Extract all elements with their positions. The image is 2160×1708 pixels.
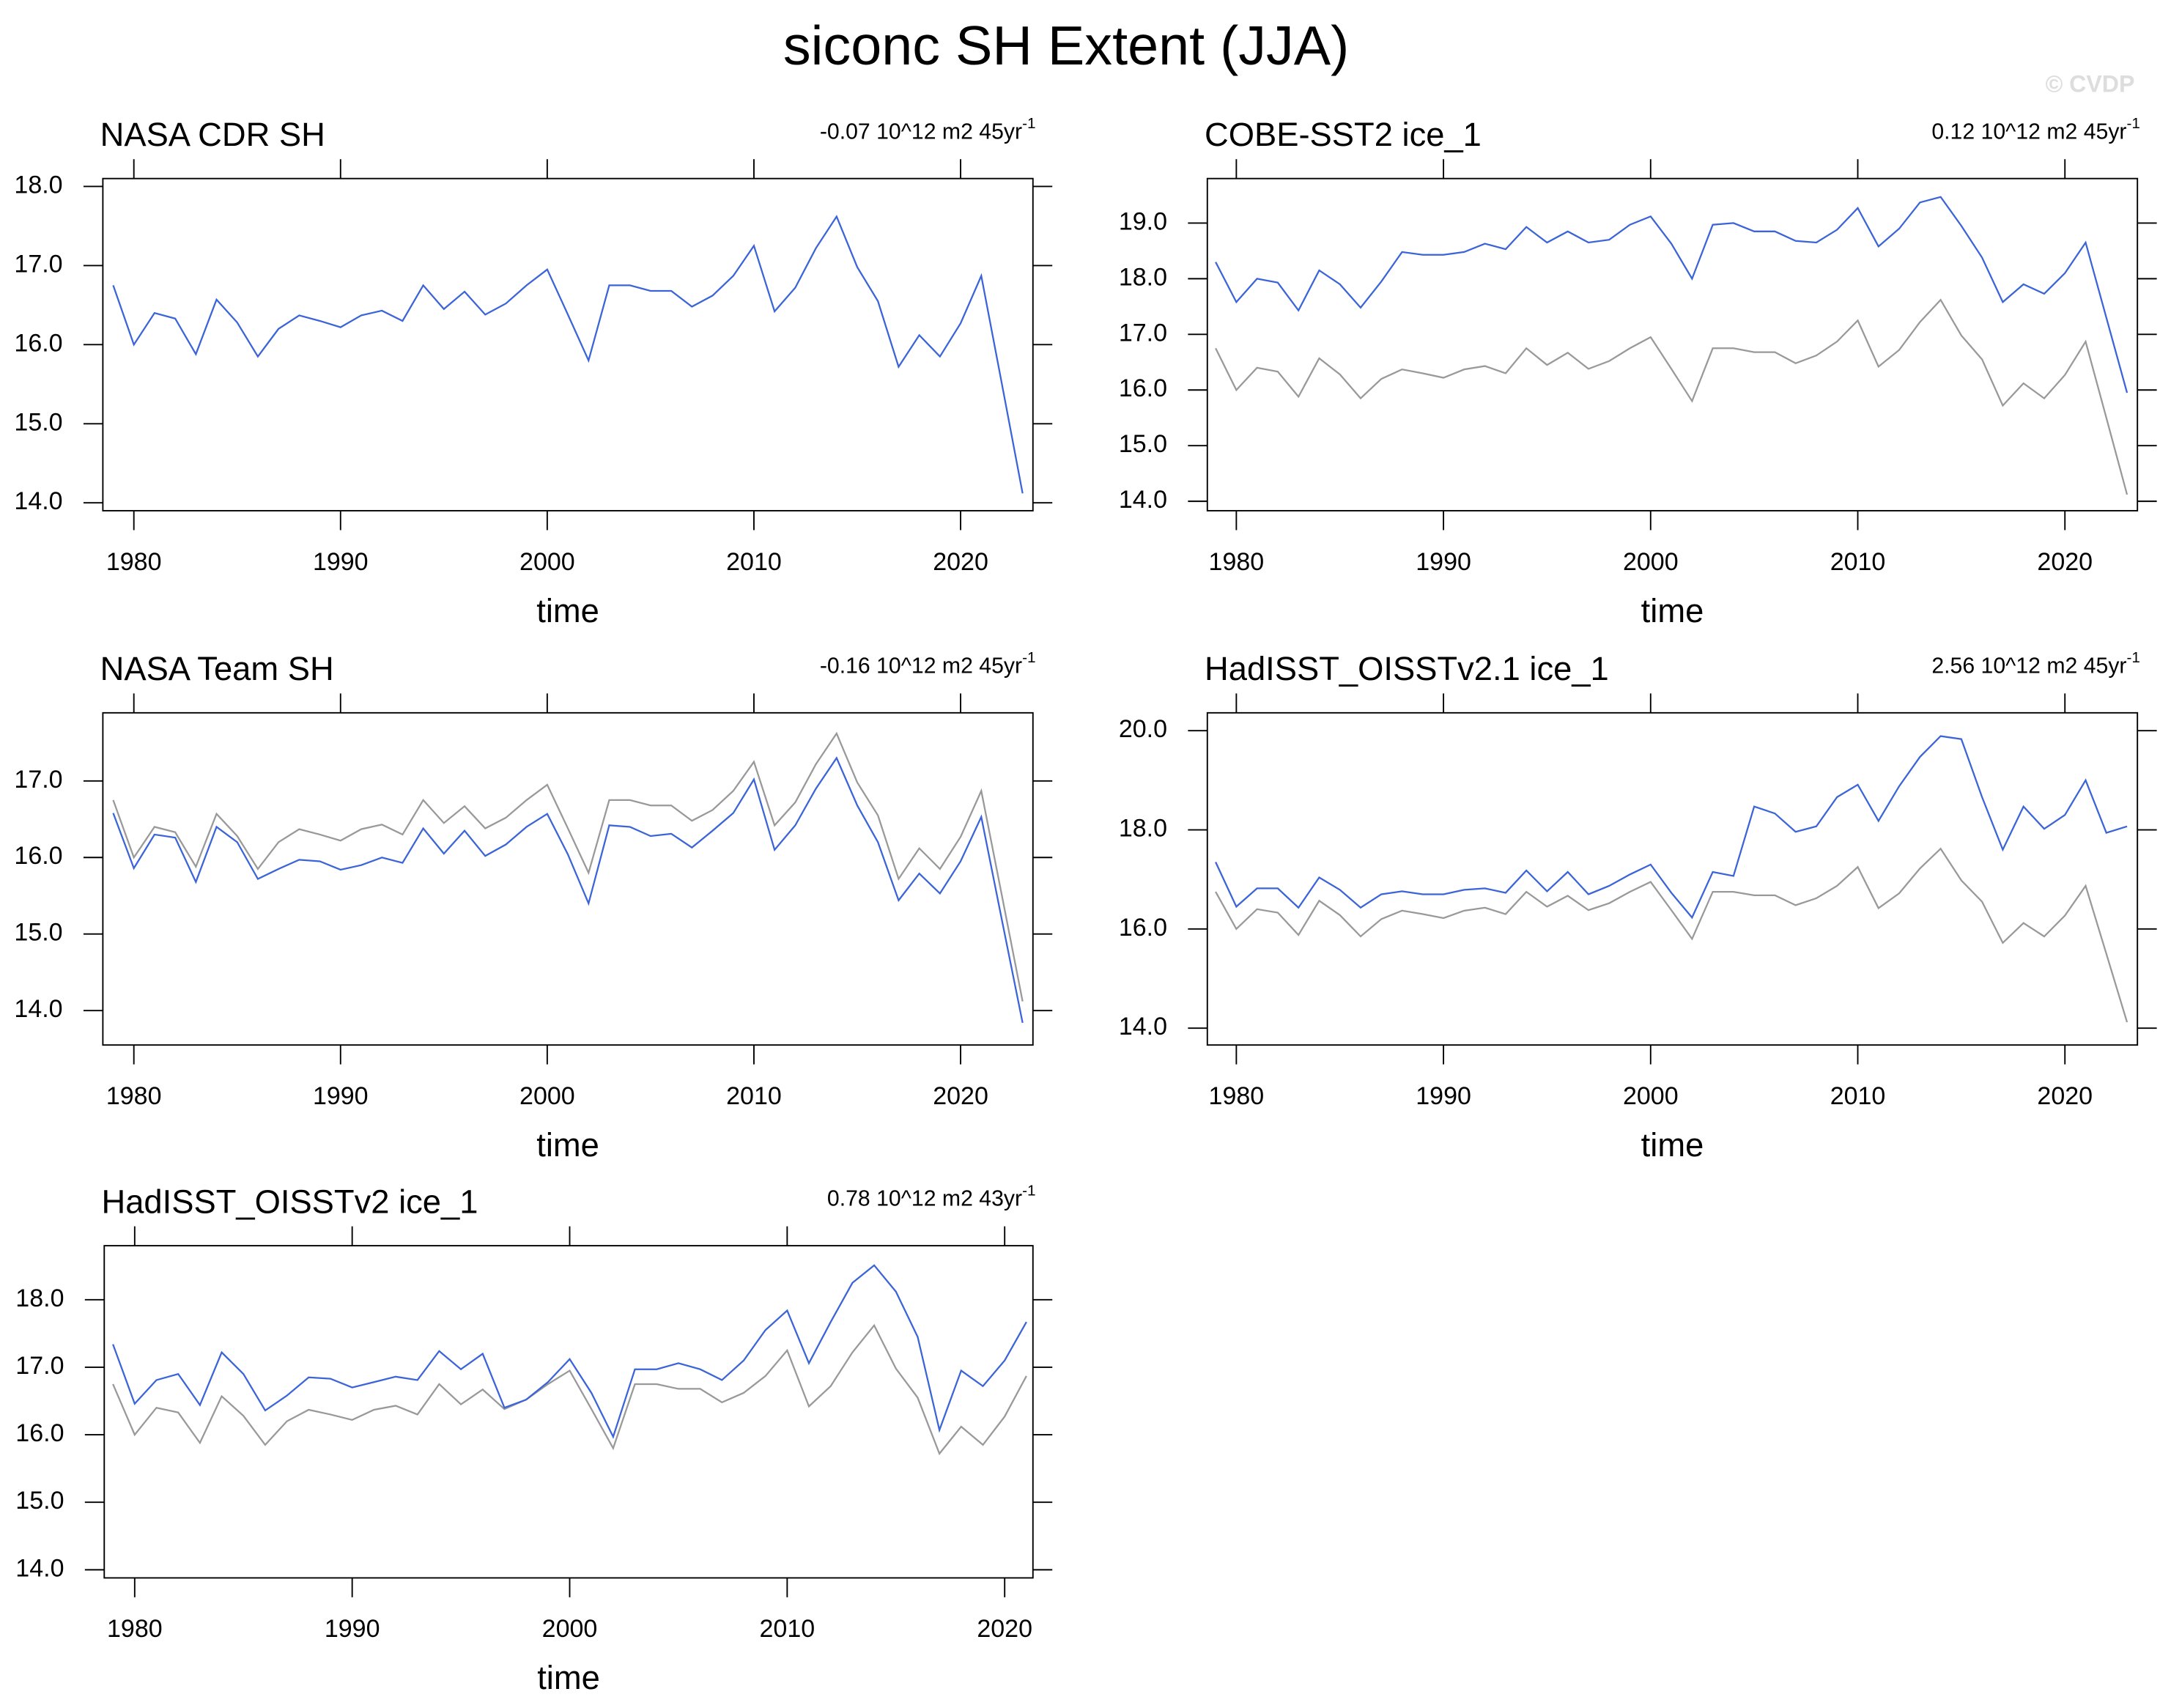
trend-exponent: -1 xyxy=(2126,115,2139,132)
y-tick-label: 15.0 xyxy=(14,408,62,436)
trend-text: -0.16 10^12 m2 45yr xyxy=(820,654,1022,678)
x-tick-label: 2010 xyxy=(760,1615,815,1643)
y-tick-label: 17.0 xyxy=(14,250,62,278)
y-tick-label: 15.0 xyxy=(1119,430,1167,458)
series-line xyxy=(1215,735,2128,920)
y-tick-label: 17.0 xyxy=(1119,319,1167,347)
y-tick-label: 18.0 xyxy=(1119,263,1167,291)
y-tick-label: 14.0 xyxy=(14,995,62,1023)
panel-title: HadISST_OISSTv2.1 ice_1 xyxy=(1205,650,1609,687)
plot-frame xyxy=(102,177,1034,511)
plot-frame xyxy=(103,1245,1034,1579)
plot-frame xyxy=(1206,177,2139,511)
trend-text: 2.56 10^12 m2 45yr xyxy=(1931,654,2126,678)
y-tick-label: 16.0 xyxy=(1119,374,1167,402)
x-tick-label: 2000 xyxy=(519,1082,575,1110)
x-tick-label: 2000 xyxy=(519,548,575,576)
x-axis-label: time xyxy=(536,592,599,629)
y-tick-label: 19.0 xyxy=(1119,207,1167,235)
x-axis-label: time xyxy=(1641,592,1704,629)
trend-exponent: -1 xyxy=(2126,650,2139,667)
panel-title: NASA Team SH xyxy=(100,650,334,687)
series-line xyxy=(112,1323,1027,1456)
y-tick-label: 16.0 xyxy=(1119,914,1167,942)
trend-exponent: -1 xyxy=(1022,115,1035,132)
y-tick-label: 14.0 xyxy=(15,1554,64,1582)
y-tick-label: 17.0 xyxy=(15,1352,64,1380)
series-line xyxy=(1215,847,2128,1023)
series-line xyxy=(112,1264,1027,1439)
trend-annotation: -0.07 10^12 m2 45yr-1 xyxy=(820,115,1036,144)
x-tick-label: 2000 xyxy=(1623,1082,1679,1110)
trend-text: -0.07 10^12 m2 45yr xyxy=(820,119,1022,144)
x-tick-label: 2020 xyxy=(977,1615,1032,1643)
y-tick-label: 20.0 xyxy=(1119,715,1167,743)
panel-title: NASA CDR SH xyxy=(100,116,325,153)
x-tick-label: 1990 xyxy=(1416,548,1471,576)
series-line xyxy=(1215,196,2128,393)
x-tick-label: 1980 xyxy=(1209,1082,1265,1110)
x-tick-label: 1980 xyxy=(1209,548,1265,576)
y-tick-label: 17.0 xyxy=(14,766,62,794)
x-tick-label: 2020 xyxy=(933,548,988,576)
x-axis-label: time xyxy=(536,1126,599,1164)
x-tick-label: 1990 xyxy=(325,1615,380,1643)
x-tick-label: 2000 xyxy=(1623,548,1679,576)
y-tick-label: 15.0 xyxy=(14,919,62,947)
plot-frame xyxy=(102,711,1034,1046)
x-tick-label: 1980 xyxy=(107,1615,163,1643)
x-tick-label: 1990 xyxy=(313,1082,369,1110)
x-tick-label: 2010 xyxy=(726,1082,782,1110)
series-line xyxy=(112,215,1024,494)
series-line xyxy=(112,731,1024,1002)
trend-annotation: 0.78 10^12 m2 43yr-1 xyxy=(827,1183,1036,1211)
trend-annotation: -0.16 10^12 m2 45yr-1 xyxy=(820,650,1036,679)
x-tick-label: 2020 xyxy=(933,1082,988,1110)
y-tick-label: 14.0 xyxy=(1119,1013,1167,1040)
y-tick-label: 16.0 xyxy=(14,842,62,870)
x-axis-label: time xyxy=(537,1659,600,1696)
x-tick-label: 2010 xyxy=(726,548,782,576)
y-tick-label: 18.0 xyxy=(14,171,62,199)
x-tick-label: 1980 xyxy=(106,548,162,576)
trend-text: 0.78 10^12 m2 43yr xyxy=(827,1187,1022,1211)
y-tick-label: 14.0 xyxy=(14,487,62,515)
series-line xyxy=(1215,298,2128,495)
y-tick-label: 16.0 xyxy=(15,1419,64,1447)
trend-exponent: -1 xyxy=(1022,1183,1035,1199)
trend-exponent: -1 xyxy=(1022,650,1035,667)
x-tick-label: 2000 xyxy=(542,1615,598,1643)
x-tick-label: 1990 xyxy=(1416,1082,1471,1110)
y-tick-label: 18.0 xyxy=(1119,814,1167,842)
x-tick-label: 2010 xyxy=(1830,548,1886,576)
trend-text: 0.12 10^12 m2 45yr xyxy=(1931,119,2126,144)
x-tick-label: 1990 xyxy=(313,548,369,576)
panel-title: HadISST_OISSTv2 ice_1 xyxy=(101,1183,478,1220)
x-tick-label: 2020 xyxy=(2037,548,2093,576)
x-axis-label: time xyxy=(1641,1126,1704,1164)
figure-title: siconc SH Extent (JJA) xyxy=(783,15,1349,77)
series-line xyxy=(112,756,1024,1024)
y-tick-label: 14.0 xyxy=(1119,486,1167,514)
x-tick-label: 2010 xyxy=(1830,1082,1886,1110)
panel-title: COBE-SST2 ice_1 xyxy=(1205,116,1482,153)
x-tick-label: 1980 xyxy=(106,1082,162,1110)
trend-annotation: 2.56 10^12 m2 45yr-1 xyxy=(1931,650,2140,679)
y-tick-label: 16.0 xyxy=(14,329,62,357)
y-tick-label: 18.0 xyxy=(15,1284,64,1312)
plot-frame xyxy=(1206,711,2139,1046)
y-tick-label: 15.0 xyxy=(15,1487,64,1515)
trend-annotation: 0.12 10^12 m2 45yr-1 xyxy=(1931,115,2140,144)
x-tick-label: 2020 xyxy=(2037,1082,2093,1110)
watermark: © CVDP xyxy=(2046,71,2135,97)
